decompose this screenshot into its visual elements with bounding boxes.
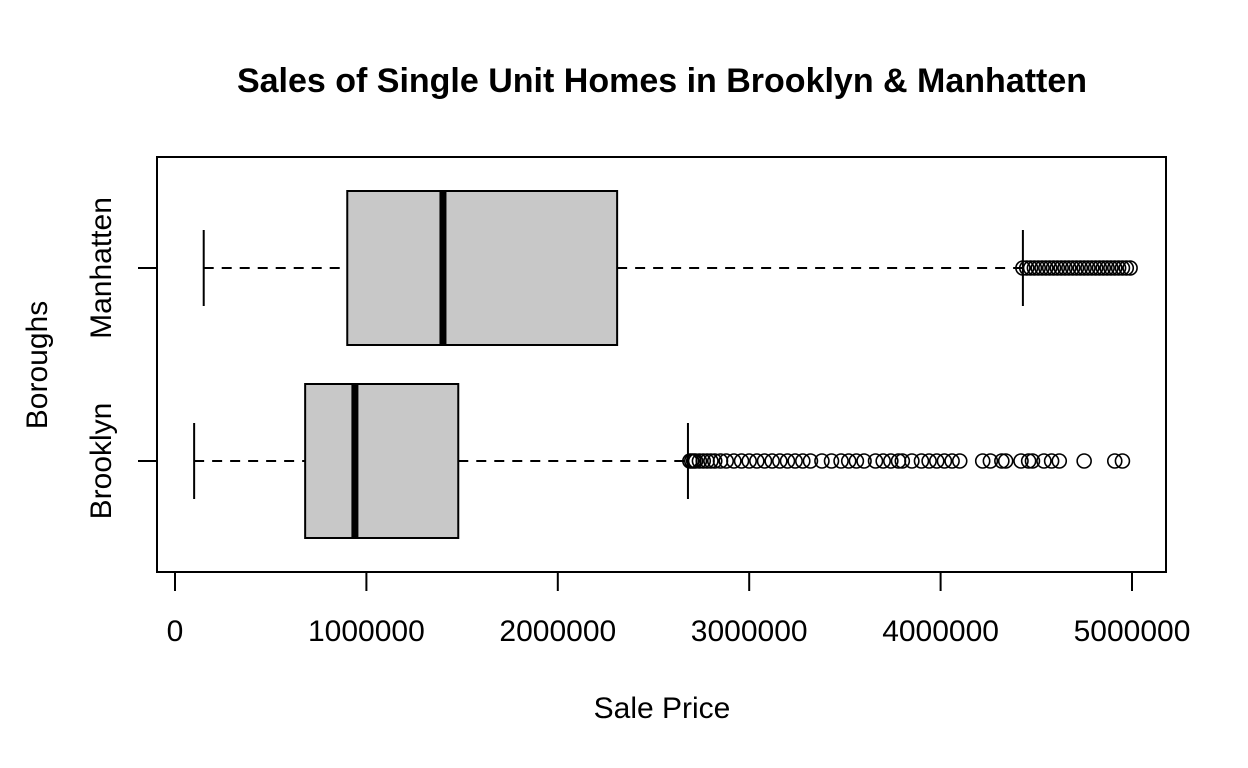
y-tick-label: Manhatten [85, 197, 118, 339]
outlier-point [802, 453, 819, 469]
outlier-point [848, 453, 865, 469]
outlier-point [904, 453, 920, 469]
x-axis-label: Sale Price [594, 692, 731, 725]
outlier-point [1072, 260, 1089, 276]
y-axis-label: Boroughs [21, 301, 54, 429]
boxes-layer [193, 190, 1138, 539]
outlier-point [1103, 260, 1119, 276]
x-tick-label: 5000000 [1074, 615, 1191, 648]
outlier-point [833, 453, 849, 469]
outlier-point [1026, 260, 1043, 276]
outlier-point [706, 453, 723, 469]
outlier-point [856, 453, 872, 469]
outlier-point [1080, 260, 1096, 276]
box-brooklyn [193, 383, 1131, 539]
outlier-point [1118, 260, 1135, 276]
outlier-point [691, 453, 708, 469]
outlier-point [1022, 260, 1039, 276]
outlier-point [1114, 260, 1131, 276]
y-tick-label: Brooklyn [85, 403, 118, 520]
outlier-point [764, 453, 780, 469]
outlier-point [1034, 260, 1050, 276]
outlier-point [756, 453, 773, 469]
box-manhatten [202, 190, 1138, 346]
outlier-point [794, 453, 811, 469]
outlier-point [883, 453, 899, 469]
outlier-point [936, 453, 953, 469]
outlier-point [867, 453, 884, 469]
outlier-point [703, 453, 719, 469]
outlier-point [814, 453, 830, 469]
outlier-point [921, 453, 937, 469]
outlier-point [1084, 260, 1100, 276]
outlier-point [1053, 260, 1069, 276]
outlier-point [823, 453, 840, 469]
outlier-point [1076, 260, 1092, 276]
outlier-point [1106, 260, 1123, 276]
outlier-point [1095, 260, 1112, 276]
outlier-point [1013, 453, 1029, 469]
outlier-point [1036, 453, 1052, 469]
outlier-point [1087, 260, 1104, 276]
outlier-point [1076, 453, 1092, 469]
outlier-point [779, 453, 796, 469]
outlier-point [1018, 260, 1035, 276]
outlier-point [1061, 260, 1077, 276]
outlier-point [974, 453, 991, 469]
outlier-point [928, 453, 945, 469]
outlier-point [741, 453, 758, 469]
outlier-point [1038, 260, 1054, 276]
outlier-point [840, 453, 857, 469]
outlier-point [687, 453, 704, 469]
outlier-point [894, 453, 911, 469]
outlier-point [1045, 260, 1062, 276]
outlier-point [733, 453, 750, 469]
outlier-point [1024, 453, 1041, 469]
outlier-point [994, 453, 1010, 469]
outlier-point [1020, 453, 1037, 469]
outlier-point [1068, 260, 1085, 276]
outlier-point [1057, 260, 1073, 276]
outlier-point [1110, 260, 1127, 276]
x-tick-label: 4000000 [882, 615, 999, 648]
outlier-point [1043, 453, 1060, 469]
outlier-point [1122, 260, 1138, 276]
outlier-point [1041, 260, 1058, 276]
chart-title: Sales of Single Unit Homes in Brooklyn &… [237, 62, 1087, 100]
outlier-point [1106, 453, 1123, 469]
outlier-point [982, 453, 999, 469]
outlier-point [1091, 260, 1108, 276]
outlier-point [1064, 260, 1081, 276]
outlier-point [944, 453, 960, 469]
outlier-point [1015, 260, 1031, 276]
outlier-point [951, 453, 968, 469]
x-tick-label: 1000000 [308, 615, 425, 648]
outlier-point [1099, 260, 1115, 276]
outlier-point [875, 453, 891, 469]
outlier-point [772, 453, 788, 469]
y-axis: Brooklyn Manhatten [85, 197, 157, 519]
outlier-point [1114, 453, 1131, 469]
outlier-point [913, 453, 930, 469]
outlier-point [749, 453, 765, 469]
outlier-point [1030, 260, 1047, 276]
outlier-point [1051, 453, 1068, 469]
iqr-box [346, 190, 619, 346]
outlier-point [718, 453, 735, 469]
x-axis: 0 1000000 2000000 3000000 4000000 5000000 [167, 571, 1191, 648]
x-tick-label: 0 [167, 615, 184, 648]
outlier-point [787, 453, 803, 469]
x-tick-label: 3000000 [691, 615, 808, 648]
x-tick-label: 2000000 [499, 615, 616, 648]
outlier-point [997, 453, 1014, 469]
outlier-point [695, 453, 712, 469]
outlier-point [726, 453, 742, 469]
iqr-box [304, 383, 460, 539]
outlier-point [1049, 260, 1066, 276]
